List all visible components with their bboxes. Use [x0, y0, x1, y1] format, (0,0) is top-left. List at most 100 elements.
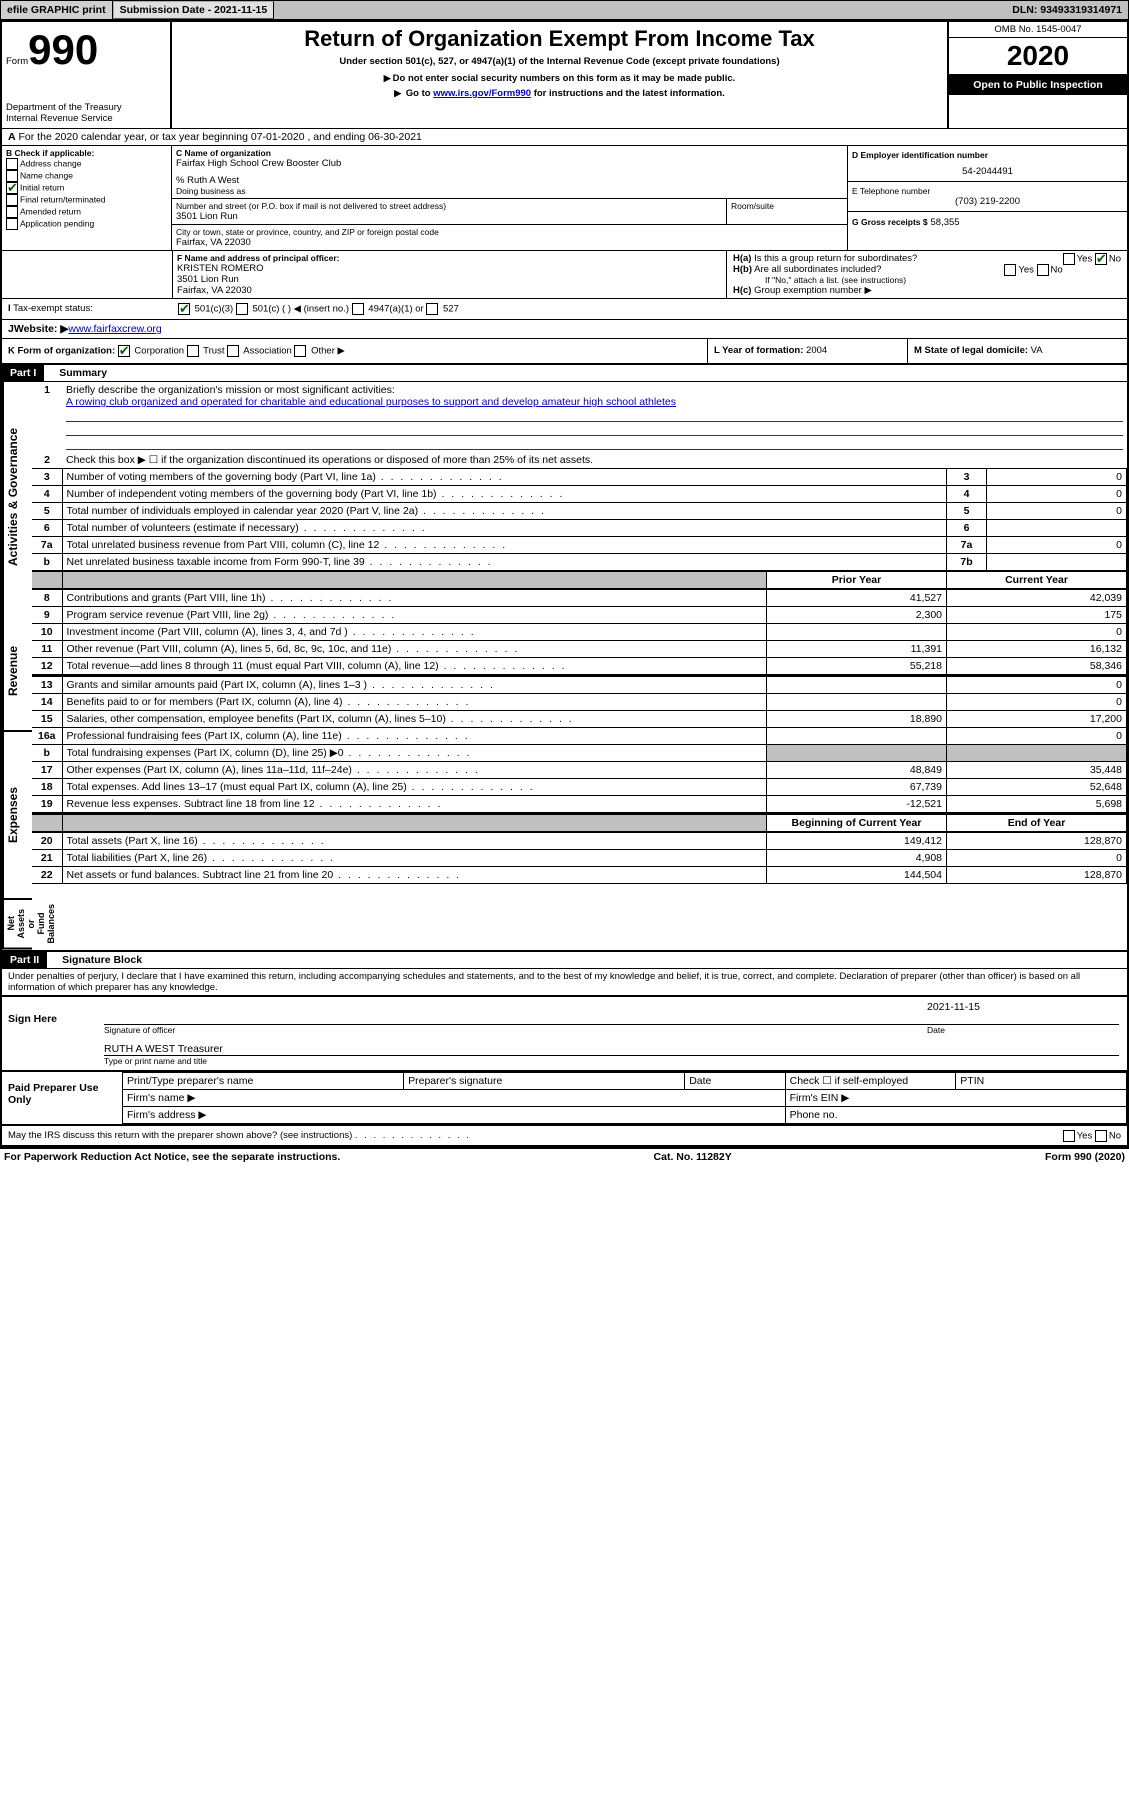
addr-label: Number and street (or P.O. box if mail i…: [176, 201, 722, 211]
phone-value: (703) 219-2200: [852, 196, 1123, 207]
top-toolbar: efile GRAPHIC print Submission Date - 20…: [0, 0, 1129, 20]
summary-top-table: 1 Briefly describe the organization's mi…: [32, 382, 1127, 468]
officer-street: 3501 Lion Run: [177, 274, 722, 285]
city-label: City or town, state or province, country…: [176, 227, 843, 237]
paid-preparer-block: Paid Preparer Use Only Print/Type prepar…: [0, 1072, 1129, 1126]
opt-assoc[interactable]: [227, 345, 239, 357]
summary-row: 3Number of voting members of the governi…: [32, 469, 1127, 486]
ha-yes[interactable]: [1063, 253, 1075, 265]
form-title: Return of Organization Exempt From Incom…: [180, 26, 939, 52]
box-f: F Name and address of principal officer:…: [172, 251, 727, 298]
box-c: C Name of organization Fairfax High Scho…: [172, 146, 847, 250]
submission-date-label: Submission Date - 2021-11-15: [120, 4, 268, 16]
data-row: 22Net assets or fund balances. Subtract …: [32, 867, 1127, 884]
prep-ptin-label: PTIN: [956, 1072, 1127, 1089]
line-k: K Form of organization: Corporation Trus…: [2, 339, 707, 363]
line-j: J Website: ▶ www.fairfaxcrew.org: [0, 320, 1129, 339]
form990-link[interactable]: www.irs.gov/Form990: [433, 88, 531, 99]
line-m: M State of legal domicile: VA: [907, 339, 1127, 363]
tax-year: 2020: [949, 38, 1127, 75]
form-subtitle: Under section 501(c), 527, or 4947(a)(1)…: [180, 56, 939, 67]
opt-527[interactable]: [426, 303, 438, 315]
summary-row: 4Number of independent voting members of…: [32, 486, 1127, 503]
vlabel-expenses: Expenses: [2, 732, 32, 900]
sig-date: 2021-11-15: [919, 1001, 1119, 1025]
ssn-warning: Do not enter social security numbers on …: [180, 73, 939, 84]
mission-text[interactable]: A rowing club organized and operated for…: [66, 396, 676, 408]
website-link[interactable]: www.fairfaxcrew.org: [68, 323, 161, 335]
efile-print-button[interactable]: efile GRAPHIC print: [1, 1, 113, 19]
vlabel-netassets: Net Assets or Fund Balances: [2, 900, 32, 950]
data-row: 21Total liabilities (Part X, line 26)4,9…: [32, 850, 1127, 867]
submission-date: Submission Date - 2021-11-15: [113, 1, 275, 19]
data-row: 15Salaries, other compensation, employee…: [32, 711, 1127, 728]
opt-amended[interactable]: Amended return: [6, 206, 167, 218]
q1-label: Briefly describe the organization's miss…: [66, 384, 395, 396]
hb-no[interactable]: [1037, 264, 1049, 276]
summary-body: Activities & Governance Revenue Expenses…: [0, 381, 1129, 952]
part1-title: Summary: [59, 367, 107, 379]
gross-value: 58,355: [931, 217, 960, 228]
current-year-header: Current Year: [947, 572, 1127, 589]
expenses-table: 13Grants and similar amounts paid (Part …: [32, 675, 1127, 813]
dln: DLN: 93493319314971: [1006, 1, 1128, 19]
discuss-no[interactable]: [1095, 1130, 1107, 1142]
footer-left: For Paperwork Reduction Act Notice, see …: [4, 1151, 340, 1163]
fh-block: F Name and address of principal officer:…: [0, 250, 1129, 299]
vlabel-revenue: Revenue: [2, 612, 32, 732]
ha-no[interactable]: [1095, 253, 1107, 265]
sign-here-block: Sign Here 2021-11-15 Signature of office…: [0, 997, 1129, 1072]
data-row: 10Investment income (Part VIII, column (…: [32, 624, 1127, 641]
room-label: Room/suite: [731, 201, 843, 211]
revenue-table: 8Contributions and grants (Part VIII, li…: [32, 589, 1127, 675]
opt-4947[interactable]: [352, 303, 364, 315]
hb-note: If "No," attach a list. (see instruction…: [765, 275, 1121, 285]
efile-label: efile GRAPHIC print: [7, 4, 106, 16]
hc-text: Group exemption number: [754, 285, 862, 296]
care-of: % Ruth A West: [176, 175, 843, 186]
data-row: 8Contributions and grants (Part VIII, li…: [32, 590, 1127, 607]
footer-mid: Cat. No. 11282Y: [654, 1151, 732, 1163]
discuss-yes[interactable]: [1063, 1130, 1075, 1142]
right-ident: D Employer identification number 54-2044…: [847, 146, 1127, 250]
summary-row: 5Total number of individuals employed in…: [32, 503, 1127, 520]
data-row: 11Other revenue (Part VIII, column (A), …: [32, 641, 1127, 658]
data-row: 17Other expenses (Part IX, column (A), l…: [32, 762, 1127, 779]
opt-501c[interactable]: [236, 303, 248, 315]
data-row: 9Program service revenue (Part VIII, lin…: [32, 607, 1127, 624]
firm-addr-label: Firm's address ▶: [123, 1106, 786, 1123]
opt-app-pending[interactable]: Application pending: [6, 218, 167, 230]
type-name-label: Type or print name and title: [104, 1056, 1119, 1066]
opt-other[interactable]: [294, 345, 306, 357]
begin-year-header: Beginning of Current Year: [767, 814, 947, 832]
prep-date-label: Date: [685, 1072, 785, 1089]
dept-label: Department of the Treasury Internal Reve…: [6, 102, 166, 124]
phone-label: E Telephone number: [852, 186, 1123, 196]
opt-corp[interactable]: [118, 345, 130, 357]
box-b: B Check if applicable: Address change Na…: [2, 146, 172, 250]
firm-name-label: Firm's name ▶: [123, 1089, 786, 1106]
sign-here-label: Sign Here: [2, 997, 92, 1070]
opt-final-return[interactable]: Final return/terminated: [6, 194, 167, 206]
hb-yes[interactable]: [1004, 264, 1016, 276]
opt-address-change[interactable]: Address change: [6, 158, 167, 170]
ha-text: Is this a group return for subordinates?: [754, 253, 917, 264]
opt-initial-return[interactable]: Initial return: [6, 182, 167, 194]
line-a-text: For the 2020 calendar year, or tax year …: [19, 131, 422, 143]
street: 3501 Lion Run: [176, 211, 722, 222]
officer-label: F Name and address of principal officer:: [177, 253, 722, 263]
identity-block: B Check if applicable: Address change Na…: [0, 146, 1129, 250]
opt-name-change[interactable]: Name change: [6, 170, 167, 182]
revenue-header: Prior Year Current Year: [32, 571, 1127, 589]
sig-date-label: Date: [919, 1025, 1119, 1035]
website-label: Website: ▶: [14, 323, 69, 335]
data-row: 18Total expenses. Add lines 13–17 (must …: [32, 779, 1127, 796]
prep-selfemp-label: Check ☐ if self-employed: [785, 1072, 956, 1089]
vlabel-governance: Activities & Governance: [2, 382, 32, 612]
hb-text: Are all subordinates included?: [754, 264, 881, 275]
form-header-left: Form990 Department of the Treasury Inter…: [2, 22, 172, 128]
opt-501c3[interactable]: [178, 303, 190, 315]
ein-label: D Employer identification number: [852, 150, 1123, 160]
discuss-row: May the IRS discuss this return with the…: [0, 1126, 1129, 1147]
opt-trust[interactable]: [187, 345, 199, 357]
